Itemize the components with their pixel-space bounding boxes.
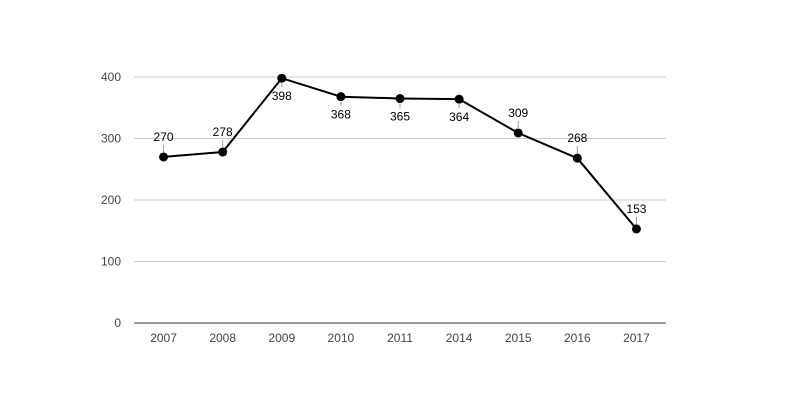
y-tick-label-200: 200 xyxy=(101,193,121,207)
data-point-2009 xyxy=(277,73,287,83)
data-point-2007 xyxy=(159,152,169,162)
x-tick-label-2011: 2011 xyxy=(387,331,413,345)
data-label-2015: 309 xyxy=(508,106,528,120)
data-label-2011: 365 xyxy=(390,110,410,124)
y-tick-label-0: 0 xyxy=(114,316,121,330)
y-tick-label-100: 100 xyxy=(101,255,121,269)
tick-labels: 0 100 200 300 400 2007 2008 2009 2010 2011 2014 201… xyxy=(101,70,650,345)
x-tick-label-2014: 2014 xyxy=(446,331,473,345)
label-leaders xyxy=(163,83,637,224)
x-tick-label-2016: 2016 xyxy=(564,331,591,345)
data-point-2011 xyxy=(395,94,405,104)
x-tick-label-2010: 2010 xyxy=(328,331,355,345)
data-label-2008: 278 xyxy=(213,125,233,139)
y-tick-label-300: 300 xyxy=(101,132,121,146)
data-label-2017: 153 xyxy=(626,202,646,216)
data-point-2017 xyxy=(631,224,641,234)
data-label-2014: 364 xyxy=(449,110,469,124)
x-tick-label-2008: 2008 xyxy=(209,331,236,345)
x-tick-label-2017: 2017 xyxy=(623,331,650,345)
x-tick-label-2009: 2009 xyxy=(268,331,295,345)
data-point-2014 xyxy=(454,94,464,104)
data-point-2010 xyxy=(336,92,346,102)
x-tick-label-2007: 2007 xyxy=(150,331,177,345)
data-label-2009: 398 xyxy=(272,89,292,103)
data-point-2015 xyxy=(513,128,523,138)
gridlines xyxy=(134,76,666,262)
data-point-2016 xyxy=(572,153,582,163)
data-label-2010: 368 xyxy=(331,108,351,122)
data-point-2008 xyxy=(218,147,228,157)
x-tick-label-2015: 2015 xyxy=(505,331,532,345)
y-tick-label-400: 400 xyxy=(101,70,121,84)
data-points xyxy=(159,73,641,234)
data-label-2007: 270 xyxy=(154,130,174,144)
data-labels: 270 278 398 368 365 364 309 268 153 xyxy=(154,89,647,216)
data-label-2016: 268 xyxy=(567,131,587,145)
